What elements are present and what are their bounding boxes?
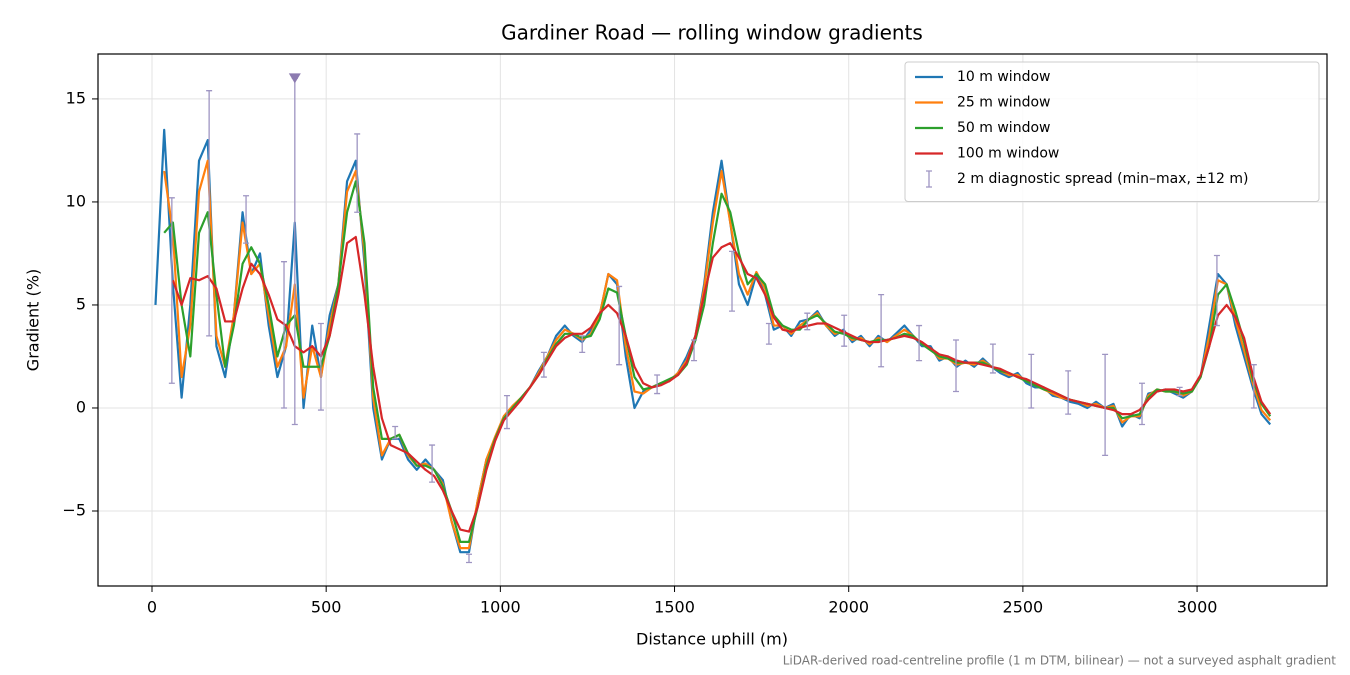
legend-label: 2 m diagnostic spread (min–max, ±12 m) — [957, 171, 1248, 187]
error-bar — [1028, 353, 1035, 409]
error-bar — [168, 197, 175, 384]
error-bar — [579, 335, 586, 353]
axes: 0 500 1000 1500 2000 2500 3000 −5 0 5 10 15 — [62, 88, 1217, 616]
axes-frame — [97, 53, 1328, 587]
y-tick-label: 0 — [76, 397, 86, 416]
error-bar — [1065, 370, 1072, 415]
error-bar — [1102, 353, 1109, 457]
error-bar — [729, 250, 736, 312]
error-bar — [540, 351, 547, 378]
error-bar — [916, 324, 923, 362]
x-tick-label: 1500 — [654, 598, 695, 617]
legend: 10 m window 25 m window 50 m window 100 m w… — [904, 61, 1320, 202]
error-bar — [429, 444, 436, 483]
error-bar — [281, 261, 288, 409]
legend-label: 50 m window — [957, 120, 1050, 136]
y-tick-label: −5 — [62, 501, 86, 520]
error-bar — [953, 339, 960, 393]
error-bar — [1213, 254, 1220, 327]
y-tick-label: 10 — [66, 191, 86, 210]
y-axis-label: Gradient (%) — [24, 269, 43, 371]
error-bar — [206, 90, 213, 337]
footnote: LiDAR-derived road-centreline profile (1… — [783, 654, 1337, 668]
legend-swatch — [926, 170, 932, 188]
y-tick-label: 15 — [66, 88, 86, 107]
error-bar — [503, 394, 510, 430]
legend-label: 25 m window — [957, 95, 1050, 111]
error-bar — [1139, 382, 1146, 426]
x-tick-label: 0 — [147, 598, 157, 617]
x-tick-label: 2000 — [828, 598, 869, 617]
error-bar — [804, 312, 811, 331]
x-tick-label: 2500 — [1003, 598, 1044, 617]
error-bar — [841, 314, 848, 347]
x-tick-label: 3000 — [1177, 598, 1218, 617]
error-bar — [989, 343, 996, 374]
error-bar — [765, 322, 772, 345]
x-tick-label: 500 — [311, 598, 342, 617]
error-bar — [392, 425, 399, 440]
series-line — [163, 159, 1272, 550]
error-bar — [317, 322, 324, 411]
legend-label: 100 m window — [957, 146, 1059, 162]
error-bar — [1250, 364, 1257, 409]
error-bar — [465, 553, 472, 564]
series-line — [171, 235, 1272, 533]
legend-label: 10 m window — [957, 69, 1050, 85]
clip-marker — [288, 73, 301, 84]
error-bar — [878, 294, 885, 368]
error-bar — [691, 339, 698, 362]
y-tick-label: 5 — [76, 294, 86, 313]
error-bar — [654, 374, 661, 395]
error-bar — [1176, 386, 1183, 397]
x-axis-label: Distance uphill (m) — [636, 630, 788, 649]
chart-title: Gardiner Road — rolling window gradients — [501, 21, 923, 45]
error-bar — [616, 285, 623, 366]
error-bar — [354, 133, 361, 213]
x-tick-label: 1000 — [480, 598, 521, 617]
legend-box — [904, 61, 1320, 202]
error-bar — [243, 195, 250, 244]
plot-area — [154, 73, 1272, 564]
